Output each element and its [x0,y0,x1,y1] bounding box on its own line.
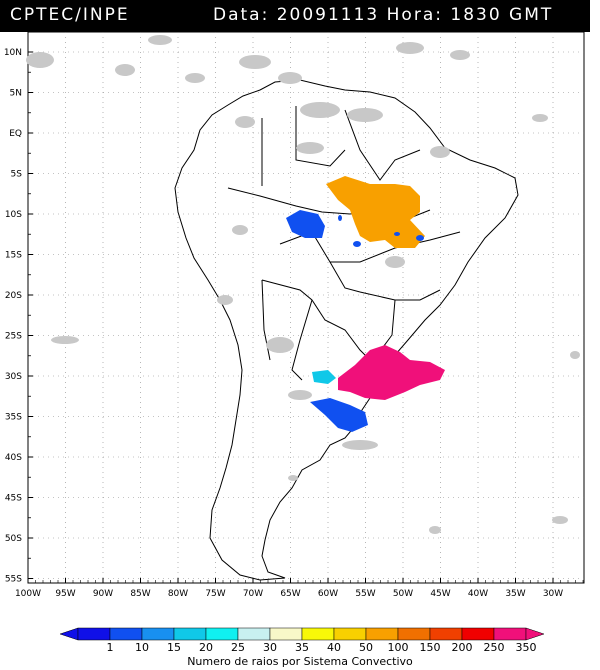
legend-value: 35 [295,641,309,654]
system-blue-small-2 [416,235,424,241]
system-cyan [312,370,336,384]
lon-label: 85W [130,589,150,599]
legend-title: Numero de raios por Sistema Convectivo [187,655,413,668]
legend-value: 30 [263,641,277,654]
legend-arrow-left [59,627,79,641]
lon-label: 30W [543,589,563,599]
lat-label: 25S [5,332,22,342]
legend-swatch [365,627,399,641]
legend-value: 350 [516,641,537,654]
lat-label: 30S [5,372,22,382]
legend-swatch [269,627,303,641]
legend-value: 20 [199,641,213,654]
legend-value: 200 [452,641,473,654]
date-time-label: Data: 20091113 Hora: 1830 GMT [213,5,554,25]
lat-label: 15S [5,251,22,261]
legend-swatch [461,627,495,641]
lon-label: 55W [355,589,375,599]
lon-label: 35W [505,589,525,599]
lat-label: 35S [5,413,22,423]
legend-value: 100 [388,641,409,654]
lat-label: 10S [5,210,22,220]
lon-label: 75W [205,589,225,599]
lon-label: 50W [393,589,413,599]
system-blue-south [310,398,368,432]
lat-label: 10N [4,48,22,58]
legend-swatch [333,627,367,641]
system-blue-small-1 [353,241,361,247]
convective-systems [286,176,445,432]
cloud-cover [26,35,580,534]
lon-label: 40W [468,589,488,599]
source-label: CPTEC/INPE [10,5,130,25]
legend-swatch [173,627,207,641]
legend-value: 10 [135,641,149,654]
latitude-labels: 10N 5N EQ 5S 10S 15S 20S 25S 30S 35S 40S 45S 50S 55S [4,48,22,585]
lon-label: 100W [15,589,41,599]
legend-value: 25 [231,641,245,654]
lon-label: 80W [168,589,188,599]
legend-value: 50 [359,641,373,654]
legend-swatch [397,627,431,641]
legend: 1 10 15 20 25 30 35 40 50 100 150 200 250 350 Numero d… [59,627,545,668]
legend-value: 1 [107,641,114,654]
lon-label: 65W [280,589,300,599]
axis-ticks [27,31,584,583]
legend-swatch [301,627,335,641]
legend-value: 150 [420,641,441,654]
map-frame [27,31,585,584]
legend-swatch [493,627,527,641]
legend-value: 250 [484,641,505,654]
lon-label: 70W [243,589,263,599]
legend-swatch [141,627,175,641]
graticule [28,32,584,583]
lon-label: 60W [318,589,338,599]
longitude-labels: 100W 95W 90W 85W 80W 75W 70W 65W 60W 55W 50W 45W 40W… [15,589,563,599]
lat-label: 45S [5,494,22,504]
legend-value: 40 [327,641,341,654]
system-magenta [338,345,445,400]
legend-swatch [205,627,239,641]
legend-swatch [429,627,463,641]
lat-label: 40S [5,453,22,463]
system-blue-small-3 [394,232,400,236]
lat-label: EQ [9,129,22,139]
legend-swatch [109,627,143,641]
legend-arrow-right [525,627,545,641]
lat-label: 5S [11,170,23,180]
system-blue-small-4 [338,215,342,221]
legend-value: 15 [167,641,181,654]
system-blue-north [286,210,325,238]
title-bar: CPTEC/INPE Data: 20091113 Hora: 1830 GMT [0,0,590,32]
lat-label: 20S [5,291,22,301]
lon-label: 45W [430,589,450,599]
lat-label: 55S [5,575,22,585]
lat-label: 5N [10,89,22,99]
system-orange [326,176,425,248]
legend-swatch [77,627,111,641]
lon-label: 95W [55,589,75,599]
legend-swatch [237,627,271,641]
lat-label: 50S [5,534,22,544]
lon-label: 90W [93,589,113,599]
